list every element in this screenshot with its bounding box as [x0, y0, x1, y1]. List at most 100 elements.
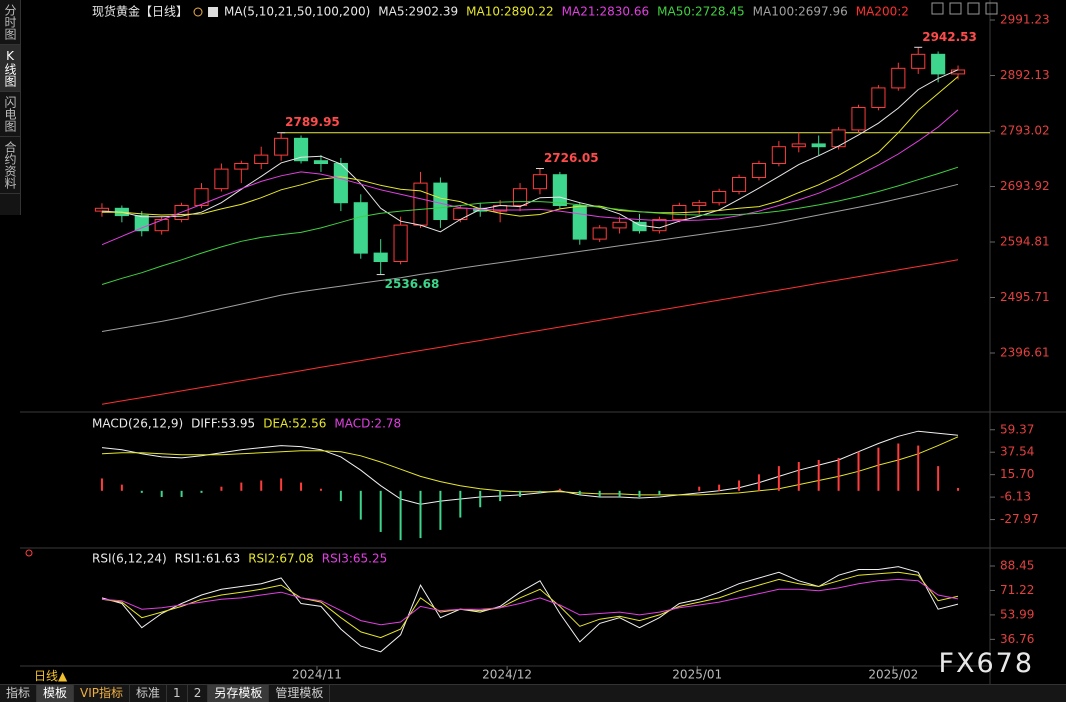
series-line — [101, 571, 959, 639]
candle-body — [413, 182, 428, 226]
panel-title: 现货黄金【日线】 — [92, 4, 188, 19]
legend-item: MA100:2697.96 — [753, 5, 848, 19]
y-tick-label: 36.76 — [1000, 632, 1034, 646]
series-line — [101, 69, 959, 233]
candle-body — [214, 168, 229, 190]
settings-icon — [208, 7, 219, 17]
legend-item: DEA:52.56 — [263, 417, 326, 431]
tab[interactable]: VIP指标 — [74, 685, 131, 702]
annotation-label: 2726.05 — [544, 151, 599, 165]
candle-body — [552, 174, 567, 207]
legend-item: MACD:2.78 — [334, 417, 401, 431]
candle-body — [512, 188, 528, 207]
legend-item: MA200:2 — [856, 5, 909, 19]
indicator-icon[interactable] — [25, 549, 33, 557]
tab[interactable]: 1 — [167, 685, 188, 702]
series-line — [101, 430, 959, 505]
candle-body — [692, 202, 707, 207]
annotation-label: 2789.95 — [285, 115, 340, 129]
candle-body — [632, 221, 647, 232]
candle-body — [652, 219, 667, 232]
legend-item: RSI3:65.25 — [322, 552, 388, 566]
candle-body — [851, 107, 866, 131]
y-tick-label: 2495.71 — [1000, 290, 1050, 304]
candle-body — [333, 163, 348, 204]
y-tick-label: 37.54 — [1000, 445, 1034, 459]
y-tick-label: 2991.23 — [1000, 13, 1050, 27]
sidebar: 分时图 K线图 闪电图 合约资料 — [0, 0, 21, 215]
legend-item: MA50:2728.45 — [657, 5, 745, 19]
candle-body — [931, 53, 946, 75]
series-line — [101, 566, 959, 653]
candle-body — [871, 87, 886, 109]
candle-body — [254, 154, 269, 165]
tab-intraday[interactable]: 分时图 — [0, 0, 20, 45]
tab[interactable]: 模板 — [37, 685, 75, 702]
series-line — [102, 76, 959, 217]
y-tick-label: 15.70 — [1000, 467, 1034, 481]
series-line — [101, 183, 959, 332]
tab[interactable]: 另存模板 — [208, 685, 270, 702]
legend-item: DIFF:53.95 — [191, 417, 255, 431]
candle-body — [831, 129, 846, 148]
annotation-label: 2536.68 — [385, 277, 440, 291]
y-tick-label: 2793.02 — [1000, 124, 1050, 138]
candle-body — [194, 188, 209, 207]
window-buttons[interactable] — [931, 2, 998, 15]
tab[interactable]: 指标 — [0, 685, 38, 702]
tab-flash[interactable]: 闪电图 — [0, 92, 20, 137]
candle-body — [771, 146, 786, 165]
candle-body — [731, 177, 747, 193]
series-line — [101, 436, 959, 496]
series-line — [101, 259, 959, 405]
candle-body — [592, 227, 607, 240]
candle-body — [373, 252, 388, 263]
x-tick-label: 2025/02 — [868, 668, 918, 682]
tab[interactable]: 管理模板 — [269, 685, 331, 702]
candle-body — [433, 182, 448, 221]
x-tick-label: 2025/01 — [672, 668, 722, 682]
candle-body — [94, 207, 110, 212]
chart: 2991.23 2892.13 2793.02 2693.92 2594.81 2495.… — [20, 0, 1066, 684]
legend-item: RSI2:67.08 — [248, 552, 314, 566]
candle-body — [274, 137, 289, 156]
candle-body — [293, 137, 309, 162]
series-line — [101, 578, 959, 626]
candle-body — [154, 219, 169, 232]
candle-body — [911, 53, 926, 69]
tab-contract[interactable]: 合约资料 — [0, 137, 20, 194]
y-tick-label: 2594.81 — [1000, 235, 1050, 249]
candle-body — [811, 143, 826, 148]
y-tick-label: 59.37 — [1000, 422, 1034, 436]
y-tick-label: 2693.92 — [1000, 179, 1050, 193]
candle-body — [532, 174, 548, 190]
candle-body — [393, 224, 408, 263]
tab-kline[interactable]: K线图 — [0, 45, 20, 92]
candle-body — [234, 163, 249, 170]
candle-body — [572, 205, 587, 240]
candle-body — [712, 191, 727, 204]
series-line — [101, 166, 959, 285]
candle-body — [612, 221, 627, 229]
y-tick-label: 2396.61 — [1000, 346, 1050, 360]
candle-body — [791, 143, 806, 148]
annotation-label: 2942.53 — [922, 30, 977, 44]
tab[interactable]: 标准 — [130, 685, 168, 702]
candle-body — [353, 202, 368, 254]
tab[interactable]: 2 — [188, 685, 209, 702]
legend-item: MA5:2902.39 — [378, 5, 458, 19]
panel-title: MACD(26,12,9) — [92, 417, 183, 431]
legend-item: RSI1:61.63 — [175, 552, 241, 566]
period-selector[interactable]: 日线▲ — [34, 669, 68, 683]
x-tick-label: 2024/11 — [292, 668, 342, 682]
y-tick-label: 88.45 — [1000, 559, 1034, 573]
bottom-tabs: 指标 模板 VIP指标 标准 1 2 另存模板 管理模板 — [0, 684, 1066, 702]
series-line — [101, 109, 959, 246]
y-tick-label: -6.13 — [1000, 490, 1031, 504]
legend-item: MA21:2830.66 — [562, 5, 650, 19]
panel-title: RSI(6,12,24) — [92, 552, 167, 566]
indicator-label: MA(5,10,21,50,100,200) — [224, 5, 370, 19]
y-tick-label: 2892.13 — [1000, 68, 1050, 82]
y-tick-label: 71.22 — [1000, 583, 1034, 597]
